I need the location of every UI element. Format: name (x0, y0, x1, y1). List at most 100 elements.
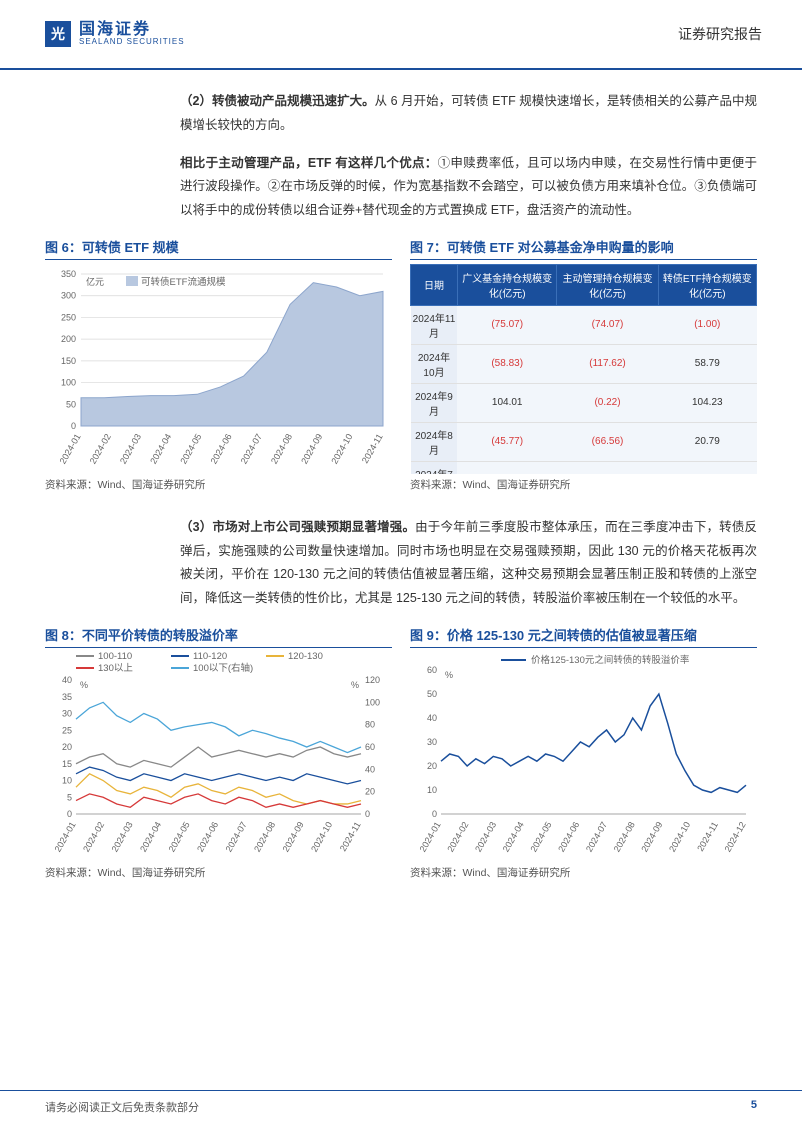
page-number: 5 (751, 1099, 757, 1115)
svg-text:20: 20 (365, 786, 375, 796)
fig6-source: 资料来源：Wind、国海证券研究所 (45, 477, 392, 492)
svg-text:2024-03: 2024-03 (110, 820, 135, 854)
svg-text:0: 0 (71, 421, 76, 431)
svg-text:100: 100 (365, 697, 380, 707)
paragraph-3: （3）市场对上市公司强赎预期显著增强。由于今年前三季度股市整体承压，而在三季度冲… (180, 516, 757, 611)
svg-text:2024-08: 2024-08 (252, 820, 277, 854)
svg-text:40: 40 (62, 675, 72, 685)
page-header: 光 国海证券 SEALAND SECURITIES 证券研究报告 (0, 0, 802, 70)
fig7-title: 图 7：可转债 ETF 对公募基金净申购量的影响 (410, 237, 757, 260)
svg-text:120-130: 120-130 (288, 652, 323, 662)
fig8-source: 资料来源：Wind、国海证券研究所 (45, 865, 392, 880)
svg-text:150: 150 (61, 356, 76, 366)
svg-text:30: 30 (62, 708, 72, 718)
svg-text:2024-11: 2024-11 (338, 820, 363, 853)
figure-8: 图 8：不同平价转债的转股溢价率 100-110 110-120 120-130 13… (45, 625, 392, 880)
svg-text:2024-02: 2024-02 (88, 432, 113, 466)
svg-text:2024-09: 2024-09 (639, 820, 664, 854)
svg-text:2024-10: 2024-10 (309, 820, 334, 854)
fig7-source: 资料来源：Wind、国海证券研究所 (410, 477, 757, 492)
svg-text:350: 350 (61, 269, 76, 279)
svg-text:300: 300 (61, 290, 76, 300)
svg-text:40: 40 (365, 764, 375, 774)
logo: 光 国海证券 SEALAND SECURITIES (45, 21, 185, 47)
fig7-table: 日期广义基金持仓规模变化(亿元)主动管理持仓规模变化(亿元)转债ETF持仓规模变… (410, 264, 757, 474)
svg-text:200: 200 (61, 334, 76, 344)
svg-text:2024-04: 2024-04 (501, 820, 526, 854)
svg-text:100: 100 (61, 377, 76, 387)
svg-text:亿元: 亿元 (86, 276, 104, 287)
svg-text:50: 50 (427, 689, 437, 699)
svg-text:2024-06: 2024-06 (209, 432, 234, 466)
svg-text:120: 120 (365, 675, 380, 685)
fig9-source: 资料来源：Wind、国海证券研究所 (410, 865, 757, 880)
svg-text:30: 30 (427, 737, 437, 747)
svg-text:2024-08: 2024-08 (269, 432, 294, 466)
svg-text:100以下(右轴): 100以下(右轴) (193, 662, 253, 674)
paragraph-etf-advantages: 相比于主动管理产品，ETF 有这样几个优点：①申赎费率低，且可以场内申赎，在交易… (180, 152, 757, 223)
svg-text:%: % (351, 680, 359, 690)
figure-7: 图 7：可转债 ETF 对公募基金净申购量的影响 日期广义基金持仓规模变化(亿元… (410, 237, 757, 492)
figure-6: 图 6：可转债 ETF 规模 0 50 100 150 200 250 300 350 2024… (45, 237, 392, 492)
svg-text:%: % (445, 670, 453, 680)
svg-text:%: % (80, 680, 88, 690)
svg-text:2024-09: 2024-09 (299, 432, 324, 466)
svg-text:0: 0 (67, 809, 72, 819)
svg-text:0: 0 (432, 809, 437, 819)
svg-text:2024-07: 2024-07 (584, 820, 609, 854)
logo-en: SEALAND SECURITIES (79, 38, 185, 47)
svg-text:250: 250 (61, 312, 76, 322)
svg-text:2024-10: 2024-10 (329, 432, 354, 466)
svg-text:2024-06: 2024-06 (556, 820, 581, 854)
svg-text:5: 5 (67, 792, 72, 802)
svg-text:2024-03: 2024-03 (118, 432, 143, 466)
svg-text:10: 10 (62, 775, 72, 785)
svg-text:100-110: 100-110 (98, 652, 132, 662)
svg-text:价格125-130元之间转债的转股溢价率: 价格125-130元之间转债的转股溢价率 (531, 654, 690, 666)
svg-text:35: 35 (62, 692, 72, 702)
svg-text:2024-11: 2024-11 (360, 432, 385, 465)
svg-text:10: 10 (427, 785, 437, 795)
svg-text:2024-04: 2024-04 (138, 820, 163, 854)
svg-text:2024-07: 2024-07 (239, 432, 264, 466)
svg-text:2024-01: 2024-01 (58, 432, 83, 466)
svg-text:20: 20 (427, 761, 437, 771)
svg-text:2024-03: 2024-03 (473, 820, 498, 854)
disclaimer: 请务必阅读正文后免责条款部分 (45, 1099, 199, 1115)
fig9-title: 图 9：价格 125-130 元之间转债的估值被显著压缩 (410, 625, 757, 648)
svg-text:2024-12: 2024-12 (723, 820, 748, 854)
svg-text:130以上: 130以上 (98, 663, 133, 674)
svg-text:25: 25 (62, 725, 72, 735)
svg-text:15: 15 (62, 759, 72, 769)
svg-text:2024-09: 2024-09 (281, 820, 306, 854)
svg-text:40: 40 (427, 713, 437, 723)
svg-text:2024-07: 2024-07 (224, 820, 249, 854)
svg-text:50: 50 (66, 399, 76, 409)
svg-text:2024-10: 2024-10 (667, 820, 692, 854)
fig8-title: 图 8：不同平价转债的转股溢价率 (45, 625, 392, 648)
svg-text:2024-05: 2024-05 (178, 432, 203, 466)
svg-text:2024-01: 2024-01 (53, 820, 78, 854)
svg-text:0: 0 (365, 809, 370, 819)
svg-text:2024-04: 2024-04 (148, 432, 173, 466)
svg-text:可转债ETF流通规模: 可转债ETF流通规模 (141, 276, 226, 288)
figure-9: 图 9：价格 125-130 元之间转债的估值被显著压缩 价格125-130元之… (410, 625, 757, 880)
svg-text:2024-02: 2024-02 (81, 820, 106, 854)
svg-text:2024-11: 2024-11 (695, 820, 720, 853)
page-footer: 请务必阅读正文后免责条款部分 5 (0, 1090, 802, 1115)
svg-text:60: 60 (427, 665, 437, 675)
svg-text:80: 80 (365, 719, 375, 729)
logo-cn: 国海证券 (79, 21, 185, 39)
svg-text:2024-06: 2024-06 (195, 820, 220, 854)
svg-text:2024-08: 2024-08 (612, 820, 637, 854)
svg-text:2024-05: 2024-05 (528, 820, 553, 854)
paragraph-2: （2）转债被动产品规模迅速扩大。从 6 月开始，可转债 ETF 规模快速增长，是… (180, 90, 757, 138)
svg-text:2024-01: 2024-01 (418, 820, 443, 854)
svg-text:2024-02: 2024-02 (445, 820, 470, 854)
fig6-title: 图 6：可转债 ETF 规模 (45, 237, 392, 260)
report-type: 证券研究报告 (678, 24, 762, 44)
logo-mark-icon: 光 (45, 21, 71, 47)
svg-text:2024-05: 2024-05 (167, 820, 192, 854)
svg-text:60: 60 (365, 742, 375, 752)
svg-text:110-120: 110-120 (193, 652, 227, 662)
